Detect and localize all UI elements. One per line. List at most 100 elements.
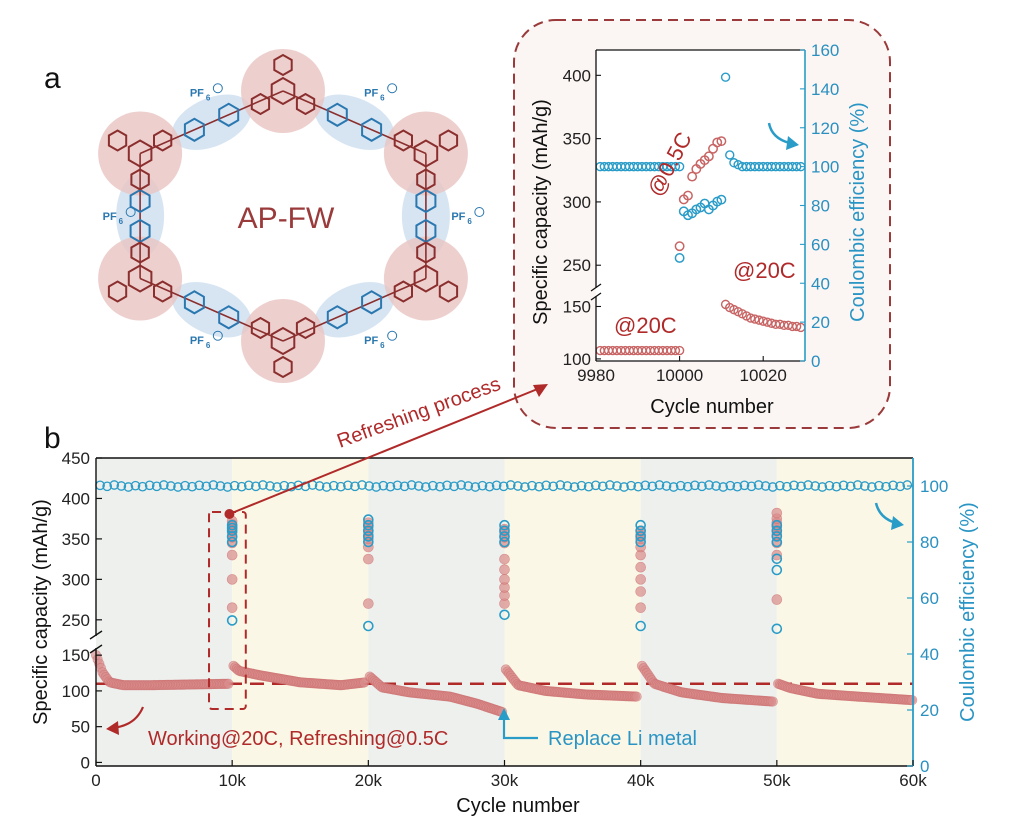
- inset-capacity-point: [674, 241, 685, 252]
- ce-point: [619, 482, 629, 492]
- phenyl-ring: [273, 53, 293, 77]
- pf6-counterion-subscript: 6: [380, 341, 385, 350]
- inset-y2-tick-label: 60: [811, 235, 830, 254]
- y-tick-label: 450: [62, 449, 90, 468]
- ce-point: [187, 481, 197, 492]
- panel-b-chart: b 0 10k 20k 30k 40k 50k 60k2503003504004500501…: [30, 373, 979, 817]
- ce-point: [824, 480, 835, 491]
- triazine-ring: [127, 139, 153, 168]
- background-band: [504, 458, 641, 766]
- phenyl-ring: [416, 241, 436, 264]
- replace-li-arrow-icon: [502, 715, 538, 740]
- inset-y-tick-label: 350: [563, 130, 591, 149]
- framework-bond: [139, 90, 284, 155]
- background-band: [96, 458, 233, 766]
- y2-tick-label: 40: [920, 645, 939, 664]
- ce-point: [661, 481, 672, 491]
- x-tick-label: 50k: [763, 771, 791, 790]
- inset-y2-tick-label: 100: [811, 158, 839, 177]
- capacity-point: [223, 678, 234, 689]
- ce-point: [166, 481, 176, 491]
- ce-point: [413, 481, 424, 491]
- inset-ce-point: [670, 161, 681, 172]
- pf6-counterion-subscript: 6: [206, 341, 211, 350]
- x-tick-label: 0: [91, 771, 100, 790]
- x-tick-label: 60k: [899, 771, 927, 790]
- inset-capacity-point: [762, 317, 773, 327]
- pyridinium-ring: [218, 305, 240, 330]
- inset-capacity-point: [758, 316, 768, 326]
- ce-point: [449, 481, 459, 492]
- inset-y-tick-label: 400: [563, 66, 591, 85]
- ce-point: [541, 480, 552, 491]
- ce-point: [378, 480, 389, 491]
- ce-point: [753, 480, 764, 490]
- phenyl-ring: [295, 316, 316, 340]
- ce-point: [116, 481, 127, 491]
- background-band: [232, 458, 369, 766]
- ce-point: [760, 481, 771, 491]
- capacity-refresh-point: [226, 602, 238, 613]
- pyridinium-ring: [183, 290, 205, 315]
- ce-point: [222, 482, 233, 492]
- phenyl-ring: [393, 280, 413, 303]
- ce-point: [406, 480, 417, 490]
- triazine-ring: [270, 76, 296, 106]
- ce-point: [435, 481, 445, 492]
- inset-axis-break-mark: [590, 283, 602, 292]
- ce-point: [385, 481, 396, 492]
- ce-point: [867, 482, 877, 492]
- capacity-refresh-point: [635, 574, 646, 585]
- ce-refresh-point: [499, 609, 510, 621]
- ce-refresh-point: [363, 531, 374, 542]
- y-tick-label: 300: [62, 570, 90, 589]
- ce-point: [527, 480, 537, 491]
- pf6-counterion-label: PF: [190, 335, 204, 347]
- framework-bond: [139, 277, 284, 342]
- ce-point: [463, 481, 474, 491]
- ce-refresh-point: [635, 536, 646, 548]
- capacity-refresh-point: [499, 574, 510, 585]
- ce-point: [314, 481, 325, 491]
- framework-bond: [282, 277, 427, 342]
- x-tick-label: 30k: [491, 771, 519, 790]
- ce-arrowhead-icon: [891, 516, 904, 530]
- pyridinium-ring: [361, 117, 383, 142]
- pyridinium-ring: [129, 188, 151, 214]
- ce-point: [874, 480, 884, 491]
- ce-point: [350, 481, 360, 492]
- molecular-framework-drawing: PF 6PF 6PF 6PF 6PF 6PF 6: [98, 49, 485, 383]
- capacity-refresh-point: [635, 586, 646, 597]
- ce-point: [555, 480, 566, 490]
- ce-point: [682, 481, 693, 492]
- phenyl-ring: [130, 168, 150, 191]
- panel-b-label: b: [44, 422, 61, 455]
- ce-point: [789, 480, 799, 491]
- pf6-counterion-label: PF: [190, 87, 204, 99]
- ce-point: [838, 480, 849, 491]
- ce-refresh-point: [499, 525, 510, 537]
- capacity-refresh-point: [771, 594, 783, 605]
- ce-point: [109, 480, 120, 490]
- ce-point: [123, 482, 134, 492]
- inset-label-20c-left: @20C: [614, 313, 677, 338]
- pf6-counterion-subscript: 6: [467, 217, 472, 226]
- ce-point: [810, 481, 821, 491]
- ce-point: [633, 481, 644, 492]
- inset-capacity-point: [750, 314, 760, 324]
- inset-y-tick-label: 100: [563, 350, 591, 369]
- pyridinium-ring: [326, 305, 348, 330]
- ce-point: [328, 480, 339, 491]
- ce-point: [265, 481, 275, 491]
- ce-point: [130, 480, 141, 491]
- capacity-refresh-point: [771, 507, 783, 519]
- inset-ce-point: [725, 150, 735, 160]
- ce-point: [675, 480, 686, 491]
- ce-point: [272, 482, 282, 492]
- pf6-counterion-label: PF: [451, 211, 465, 223]
- axis-break-mark: [89, 630, 103, 640]
- inset-capacity-point: [712, 137, 723, 148]
- phenyl-ring: [273, 355, 293, 379]
- ce-point: [845, 481, 856, 492]
